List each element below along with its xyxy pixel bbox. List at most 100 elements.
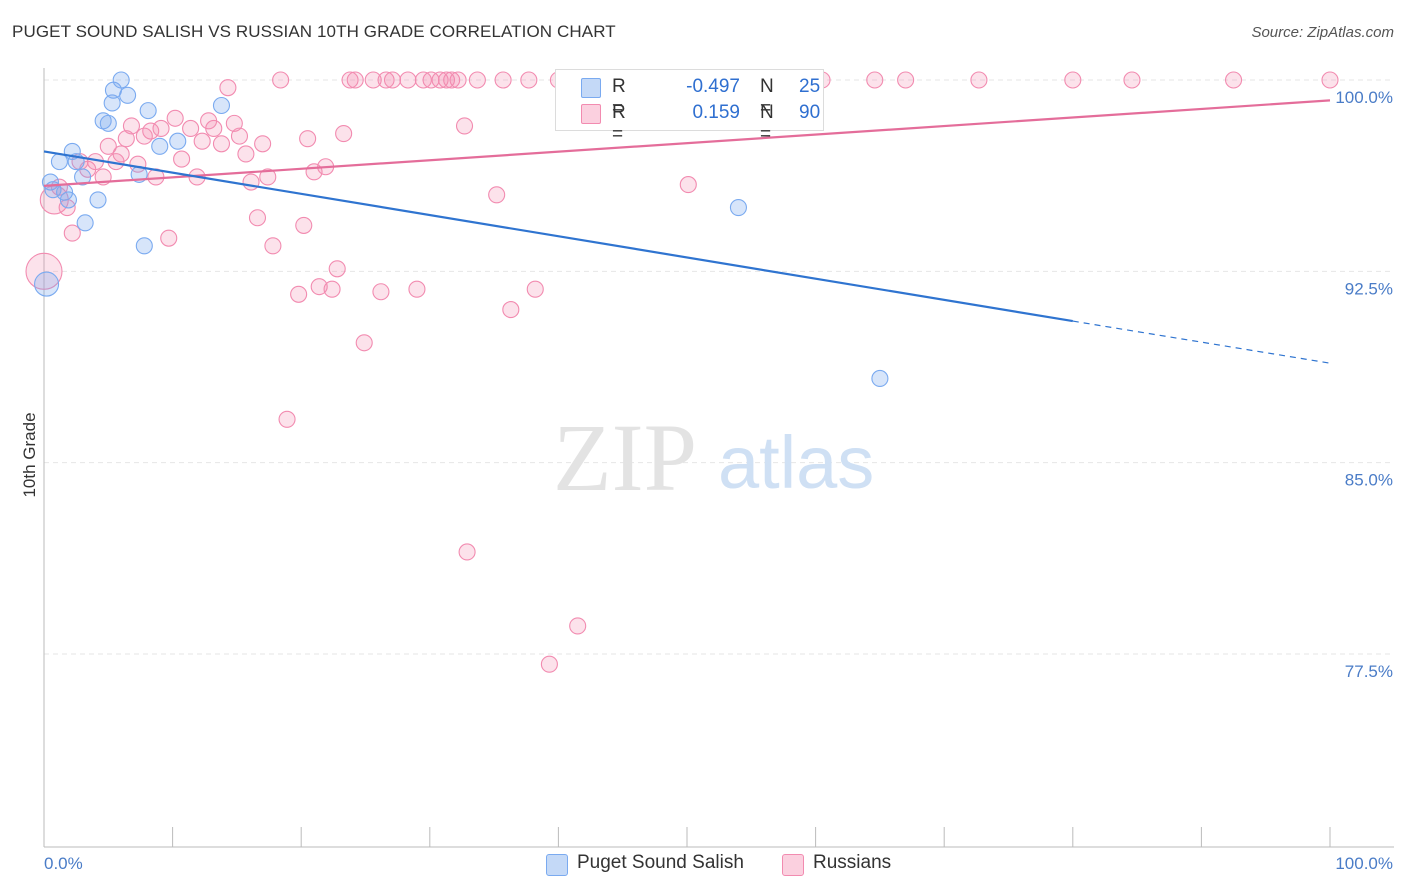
data-point [866, 71, 884, 89]
data-point [152, 119, 170, 138]
data-point [468, 71, 486, 89]
bottom-legend-swatch-russians [782, 854, 804, 876]
data-point [526, 280, 544, 298]
data-point [422, 71, 440, 89]
data-point [871, 369, 889, 388]
data-point [169, 132, 187, 150]
data-point [431, 71, 449, 89]
data-point [1064, 71, 1082, 89]
data-point [328, 260, 346, 278]
watermark-zip: ZIP [553, 404, 697, 511]
data-point [455, 117, 474, 135]
data-point [264, 237, 282, 255]
data-point [139, 102, 157, 120]
data-point [364, 71, 382, 89]
data-point [272, 71, 290, 89]
data-point [569, 617, 587, 635]
data-point [399, 71, 417, 89]
data-point [520, 71, 538, 89]
data-point [290, 285, 308, 303]
data-point [299, 130, 317, 148]
data-point [112, 71, 130, 89]
axes [43, 68, 1394, 848]
data-point [494, 71, 512, 89]
data-point [278, 410, 296, 428]
data-point [50, 153, 68, 171]
data-point [341, 71, 359, 89]
x-tick-label: 0.0% [44, 854, 83, 873]
data-point [182, 119, 200, 138]
y-tick-label: 85.0% [1345, 471, 1393, 490]
legend-r-label: R = [612, 76, 626, 119]
data-point [63, 224, 81, 242]
data-point [160, 229, 178, 247]
legend-n-value: 25 [799, 76, 821, 97]
data-point [173, 150, 191, 168]
data-point [449, 71, 467, 89]
data-point [151, 137, 169, 155]
data-point [502, 301, 520, 319]
data-point [225, 114, 243, 132]
data-point [540, 655, 558, 673]
data-point [166, 109, 184, 127]
data-point [1225, 71, 1243, 89]
legend-swatch-puget [581, 78, 601, 98]
y-tick-label: 92.5% [1345, 279, 1393, 298]
data-point [383, 71, 402, 89]
x-tick-label: 100.0% [1335, 854, 1393, 873]
data-point [89, 191, 107, 209]
data-point [212, 96, 231, 115]
data-point [248, 209, 267, 227]
data-point [212, 135, 231, 153]
series-russians [25, 71, 1339, 673]
legend-n-value: 90 [799, 102, 821, 123]
data-point [408, 280, 426, 298]
watermark-atlas: atlas [718, 421, 874, 504]
data-point [1123, 71, 1141, 89]
tick-labels: 77.5% 85.0% 92.5% 100.0% 0.0% 100.0% [44, 88, 1393, 873]
trend-line-extension [1072, 320, 1331, 364]
data-point [99, 137, 117, 155]
bottom-legend-swatch-puget [546, 854, 568, 876]
y-axis-label: 10th Grade [20, 412, 39, 497]
data-point [230, 127, 249, 145]
data-point [897, 71, 915, 89]
data-point [970, 71, 988, 89]
data-point [254, 135, 272, 153]
data-point [377, 71, 395, 89]
data-point [117, 130, 135, 148]
data-point [488, 186, 506, 204]
bottom-legend-label-puget: Puget Sound Salish [577, 852, 744, 873]
data-point [34, 271, 60, 297]
data-point [135, 237, 153, 255]
data-point [437, 71, 456, 89]
data-point [193, 132, 211, 150]
data-point [335, 125, 353, 143]
data-point [259, 168, 277, 186]
data-point [119, 86, 137, 104]
data-point [729, 199, 747, 217]
data-point [99, 114, 117, 132]
data-point [295, 216, 313, 234]
correlation-legend: R = -0.497 N = 25 R = 0.159 N = 90 [555, 69, 824, 145]
data-point [76, 214, 94, 232]
data-point [346, 71, 364, 89]
y-tick-label: 77.5% [1345, 662, 1393, 681]
data-point [242, 173, 260, 191]
legend-r-value: 0.159 [692, 102, 740, 123]
data-point [112, 145, 130, 163]
data-series [25, 71, 1339, 673]
data-point [142, 122, 160, 140]
source-label: Source: ZipAtlas.com [1251, 24, 1394, 41]
data-point [74, 168, 92, 186]
legend-r-value: -0.497 [686, 76, 740, 97]
data-point [103, 94, 121, 112]
legend-n-label: N = [760, 102, 774, 145]
y-tick-label: 100.0% [1335, 88, 1393, 107]
data-point [205, 119, 223, 138]
chart-title: PUGET SOUND SALISH VS RUSSIAN 10TH GRADE… [12, 22, 616, 41]
legend-n-label: N = [760, 76, 774, 119]
data-point [323, 280, 341, 298]
legend-swatch-russians [581, 104, 601, 124]
trend-line [43, 150, 1073, 323]
